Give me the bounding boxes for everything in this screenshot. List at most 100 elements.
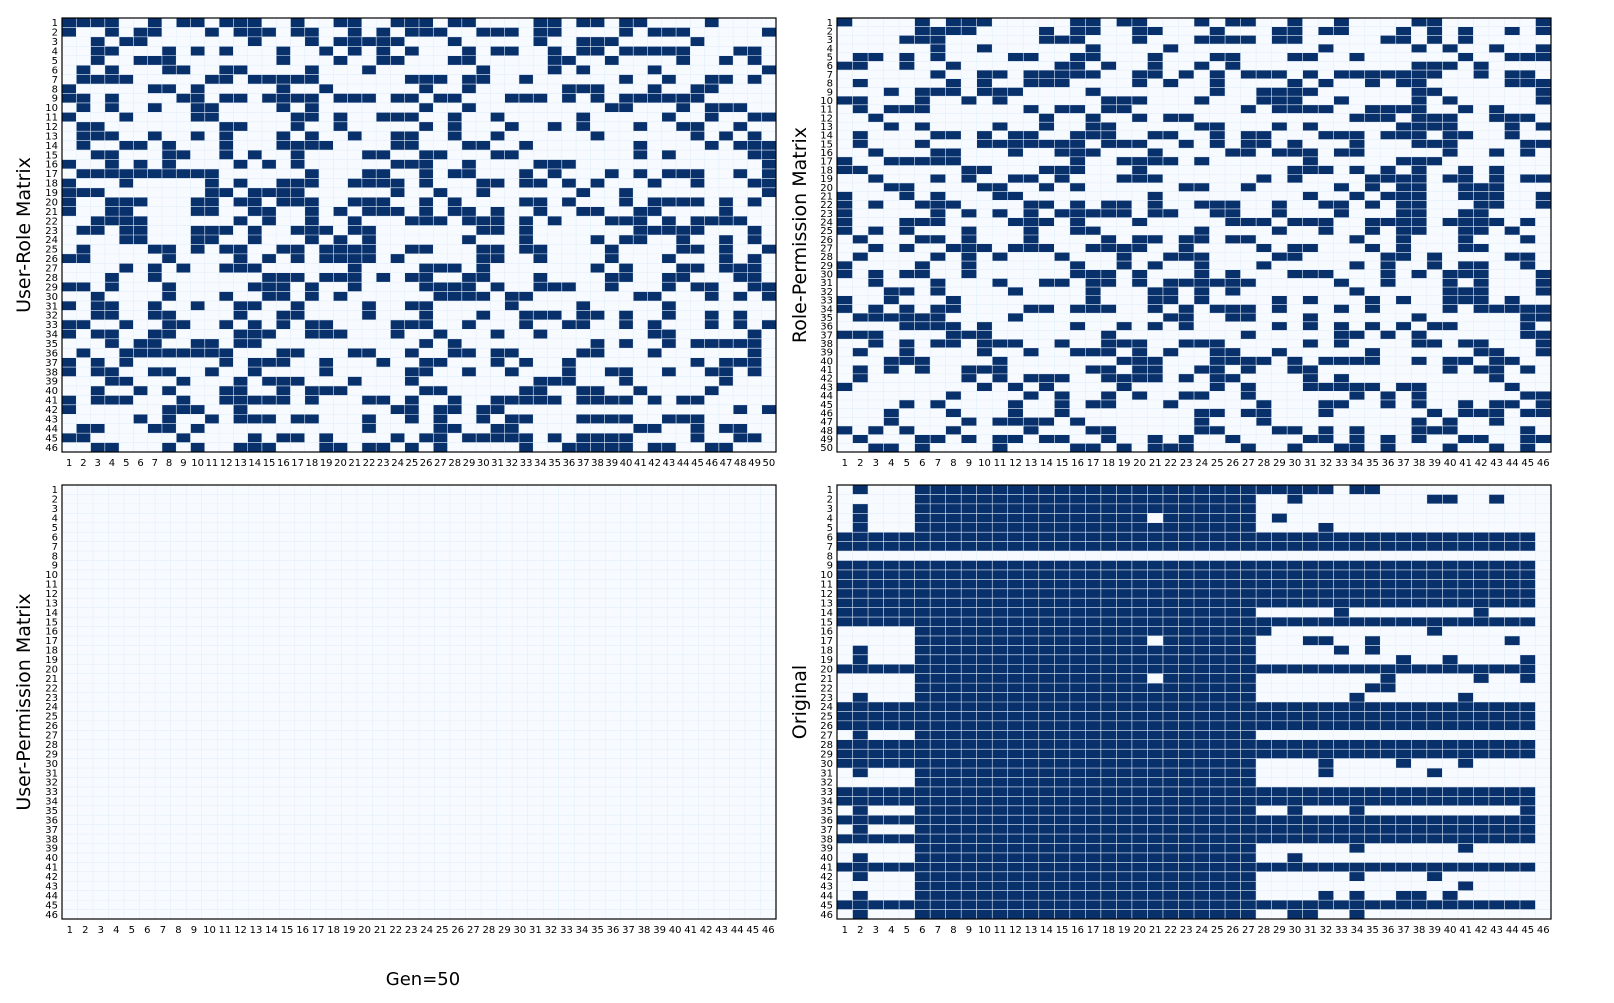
heatmap-cell [1007,598,1024,608]
heatmap-cell [62,282,77,292]
heatmap-cell [1131,607,1148,618]
heatmap-cell [961,226,977,235]
heatmap-cell [161,159,177,169]
heatmap-cell [1023,243,1039,253]
heatmap-cell [1395,26,1412,36]
x-tick-label: 7 [935,458,941,469]
heatmap-cell [1194,391,1210,400]
heatmap-cell [883,598,900,608]
heatmap-cell [1271,824,1288,835]
heatmap-cell [1519,174,1536,183]
heatmap-cell [1069,156,1086,166]
heatmap-cell [104,159,120,169]
heatmap-cell [1194,871,1210,882]
heatmap-cell [1178,749,1194,759]
heatmap-cell [1007,815,1024,825]
heatmap-cell [1069,635,1086,646]
heatmap-cell [604,168,619,179]
heatmap-cell [1426,815,1443,825]
heatmap-cell [690,282,705,292]
heatmap-cell [1318,834,1334,844]
heatmap-cell [1209,815,1226,825]
heatmap-cell [1287,569,1303,580]
heatmap-cell [490,395,505,405]
heatmap-cell [899,541,915,552]
heatmap-cell [961,26,977,36]
heatmap-cell [461,168,477,179]
heatmap-cell [147,55,162,66]
heatmap-cell [133,385,148,396]
x-tick-label: 5 [904,925,910,936]
heatmap-cell [176,168,191,179]
heatmap-cell [1473,243,1489,253]
heatmap-cell [1333,664,1350,674]
heatmap-cell [1100,434,1117,444]
heatmap-cell [376,357,391,368]
heatmap-cell [1473,617,1489,627]
heatmap-cell [1457,408,1474,418]
heatmap-cell [1380,191,1396,201]
heatmap-cell [1194,532,1210,542]
heatmap-cell [930,52,946,62]
x-tick-label: 25 [1211,925,1224,936]
heatmap-cell [961,635,977,646]
heatmap-cell [1069,217,1086,227]
heatmap-cell [590,395,605,405]
heatmap-cell [1411,330,1427,340]
heatmap-cell [1287,165,1303,175]
heatmap-cell [1054,78,1070,88]
heatmap-cell [1349,382,1365,392]
heatmap-cell [1178,786,1194,797]
heatmap-cell [868,560,884,570]
heatmap-cell [1318,862,1334,872]
heatmap-cells [837,485,1536,919]
heatmap-cell [1100,269,1117,279]
heatmap-cell [1240,148,1257,157]
heatmap-cell [76,423,91,434]
heatmap-cell [1318,786,1334,797]
heatmap-cell [1271,786,1288,797]
heatmap-cell [490,27,505,37]
heatmap-cell [1271,35,1288,45]
heatmap-cell [433,385,448,396]
heatmap-cell [914,824,931,835]
heatmap-cell [899,758,915,769]
heatmap-cell [618,433,634,443]
y-tick-label: 15 [820,617,833,628]
heatmap-cell [1194,702,1210,712]
heatmap-cell [461,84,477,94]
heatmap-cell [976,44,993,53]
heatmap-cell [1225,815,1241,825]
heatmap-cell [1302,739,1319,750]
heatmap-cell [1442,278,1458,288]
heatmap-cell [899,321,915,331]
heatmap-cell [161,423,177,434]
heatmap-cell [1023,720,1039,731]
heatmap-cell [945,304,962,314]
heatmap-cell [1194,664,1210,674]
heatmap-cell [1038,881,1055,891]
heatmap-cell [976,347,993,357]
y-tick-label: 10 [820,96,833,107]
heatmap-cell [1271,541,1288,552]
heatmap-cell [899,425,915,435]
heatmap-cells [62,18,776,452]
heatmap-cell [1364,862,1381,872]
heatmap-cell [1116,683,1132,693]
y-tick-label: 38 [820,339,833,350]
heatmap-cell [1488,408,1505,418]
heatmap-cell [1349,871,1365,882]
heatmap-cell [1023,391,1039,400]
heatmap-cell [1333,786,1350,797]
heatmap-cell [1271,295,1288,305]
x-tick-label: 17 [291,458,304,469]
heatmap-cell [1240,617,1257,627]
heatmap-cell [404,140,419,151]
heatmap-cell [1349,749,1365,759]
heatmap-cell [304,206,320,217]
x-tick-label: 20 [1133,925,1146,936]
heatmap-cell [276,310,291,320]
heatmap-cell [883,156,900,166]
heatmap-cell [1085,871,1101,882]
heatmap-cell [1038,711,1055,721]
